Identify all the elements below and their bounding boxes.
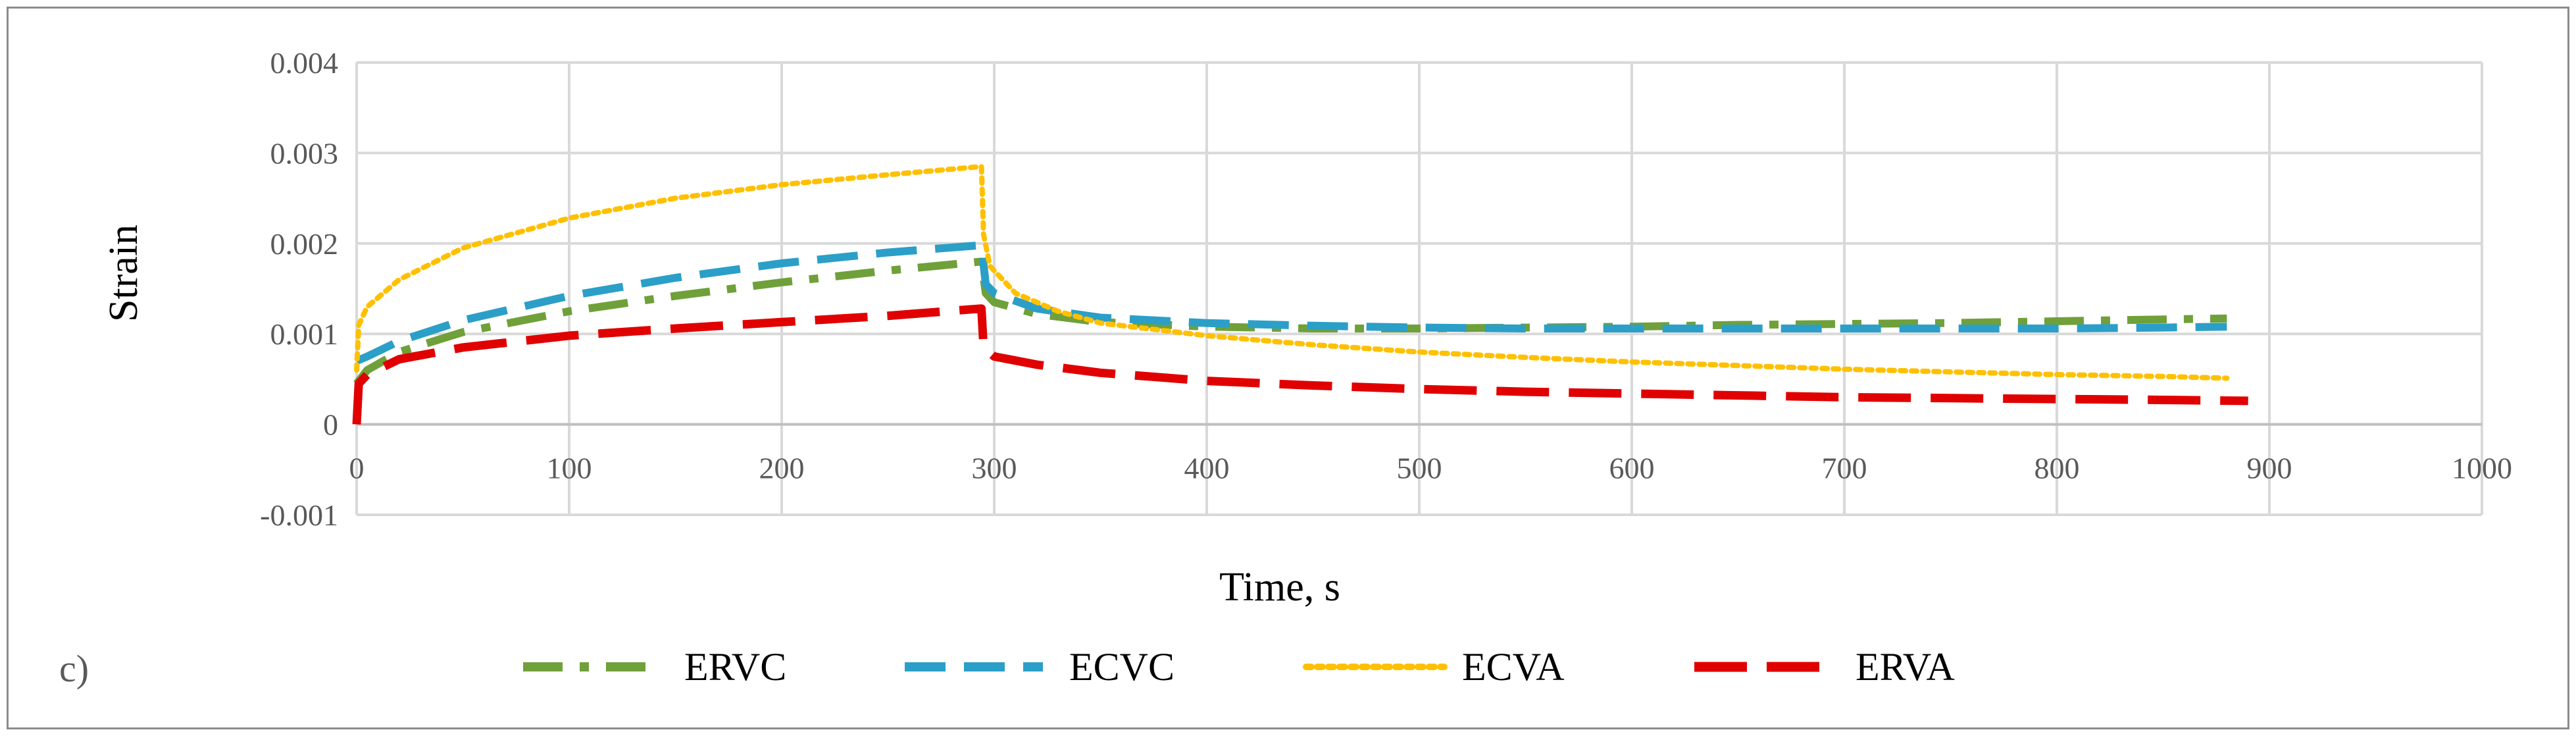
chart-frame: [7, 7, 2569, 729]
series-line-ecva: [354, 164, 2230, 381]
y-axis-title: Strain: [101, 224, 146, 322]
y-tick-label: 0.001: [270, 317, 339, 351]
legend-label-ecva: ECVA: [1462, 645, 1565, 689]
legend: ERVC ECVC ECVA ERVA: [523, 645, 1955, 689]
y-tick-label: 0.004: [270, 46, 339, 80]
y-tick-label: 0: [323, 408, 338, 442]
y-tick-label: 0.002: [270, 227, 339, 261]
x-tick-label: 1000: [2452, 452, 2512, 485]
x-tick-label: 0: [349, 452, 365, 485]
x-tick-label: 400: [1184, 452, 1230, 485]
y-tick-label: 0.003: [270, 136, 339, 170]
legend-label-ervc: ERVC: [684, 645, 786, 689]
legend-item-erva: ERVA: [1694, 645, 1955, 689]
y-tick-labels: -0.001 0 0.001 0.002 0.003 0.004: [260, 46, 338, 532]
x-tick-label: 900: [2247, 452, 2292, 485]
x-tick-label: 600: [1609, 452, 1655, 485]
series-lines: [352, 164, 2248, 425]
legend-item-ecvc: ECVC: [905, 645, 1174, 689]
series-line-ervc: [353, 257, 2227, 386]
x-tick-label: 200: [759, 452, 805, 485]
x-tick-labels: 0 100 200 300 400 500 600 700 800 900 1000: [349, 452, 2513, 485]
legend-item-ervc: ERVC: [523, 645, 786, 689]
x-axis-title: Time, s: [1219, 565, 1340, 610]
x-tick-label: 100: [547, 452, 592, 485]
legend-label-erva: ERVA: [1856, 645, 1955, 689]
x-tick-label: 800: [2034, 452, 2080, 485]
x-tick-label: 700: [1822, 452, 1867, 485]
legend-item-ecva: ECVA: [1303, 645, 1565, 689]
series-line-ecvc: [355, 241, 2227, 365]
legend-label-ecvc: ECVC: [1069, 645, 1174, 689]
gridlines: [355, 61, 2483, 516]
panel-label: c): [59, 647, 89, 690]
y-tick-label: -0.001: [260, 498, 338, 532]
x-tick-label: 300: [972, 452, 1017, 485]
series-line-erva: [352, 304, 2248, 425]
x-tick-label: 500: [1397, 452, 1442, 485]
